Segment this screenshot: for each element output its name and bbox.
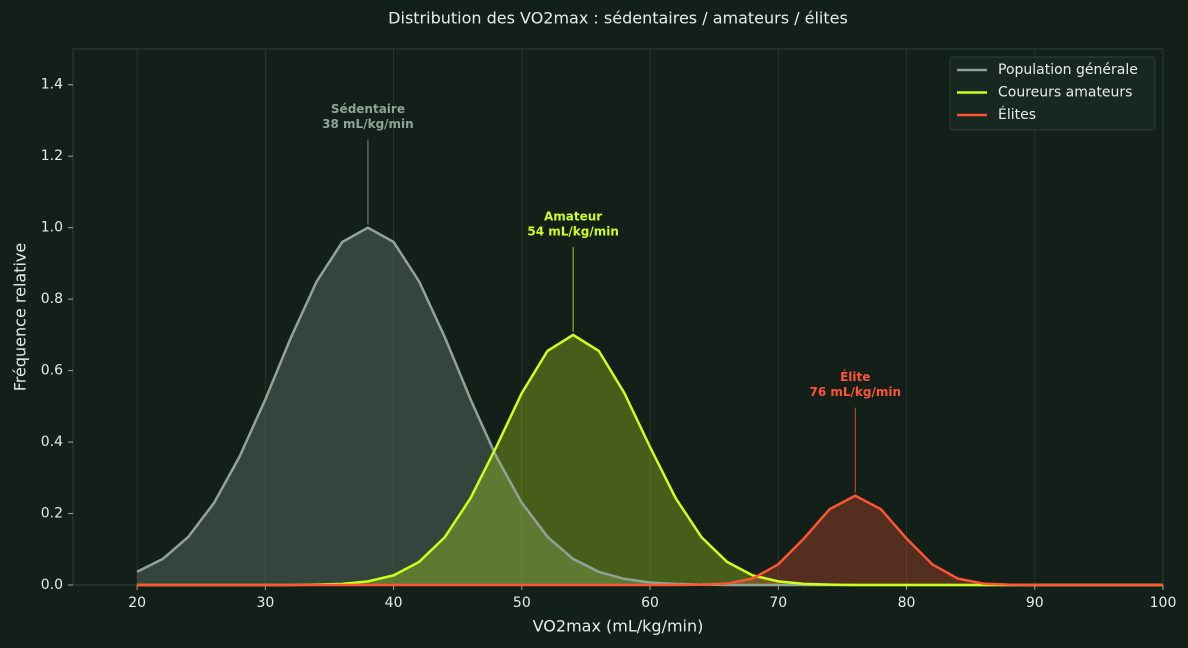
x-tick-label: 40 xyxy=(385,595,403,611)
y-tick-label: 0.2 xyxy=(41,506,63,522)
y-tick-label: 1.2 xyxy=(41,148,63,164)
y-tick-label: 0.0 xyxy=(41,577,63,593)
x-tick-label: 50 xyxy=(513,595,531,611)
area-fill xyxy=(137,227,1164,585)
annotation-sublabel: 76 mL/kg/min xyxy=(809,385,901,399)
y-tick-label: 0.6 xyxy=(41,363,63,379)
x-tick-label: 90 xyxy=(1026,595,1044,611)
y-tick-label: 0.8 xyxy=(41,291,63,307)
line xyxy=(137,494,1163,587)
annotation-label: Élite xyxy=(840,369,870,384)
annotation-sublabel: 38 mL/kg/min xyxy=(322,117,414,131)
x-tick-label: 30 xyxy=(256,595,274,611)
x-tick-label: 20 xyxy=(128,595,146,611)
legend-label: Élites xyxy=(998,106,1036,123)
y-tick-label: 1.4 xyxy=(41,77,63,93)
legend-box xyxy=(949,56,1156,131)
area-fill xyxy=(137,334,1164,585)
x-axis-label: VO2max (mL/kg/min) xyxy=(533,617,704,636)
legend-label: Population générale xyxy=(998,62,1138,78)
y-tick-label: 0.4 xyxy=(41,434,63,450)
y-tick-label: 1.0 xyxy=(41,220,63,236)
x-tick-label: 80 xyxy=(898,595,916,611)
legend-label: Coureurs amateurs xyxy=(998,85,1132,101)
chart-title: Distribution des VO2max : sédentaires / … xyxy=(388,9,848,28)
annotation-label: Amateur xyxy=(544,209,602,223)
annotation-label: Sédentaire xyxy=(331,102,405,116)
annotation-sublabel: 54 mL/kg/min xyxy=(527,224,619,238)
x-tick-label: 100 xyxy=(1150,595,1177,611)
y-axis-label: Fréquence relative xyxy=(11,243,30,391)
x-tick-label: 70 xyxy=(769,595,787,611)
x-tick-label: 60 xyxy=(641,595,659,611)
area-fill xyxy=(137,495,1164,585)
